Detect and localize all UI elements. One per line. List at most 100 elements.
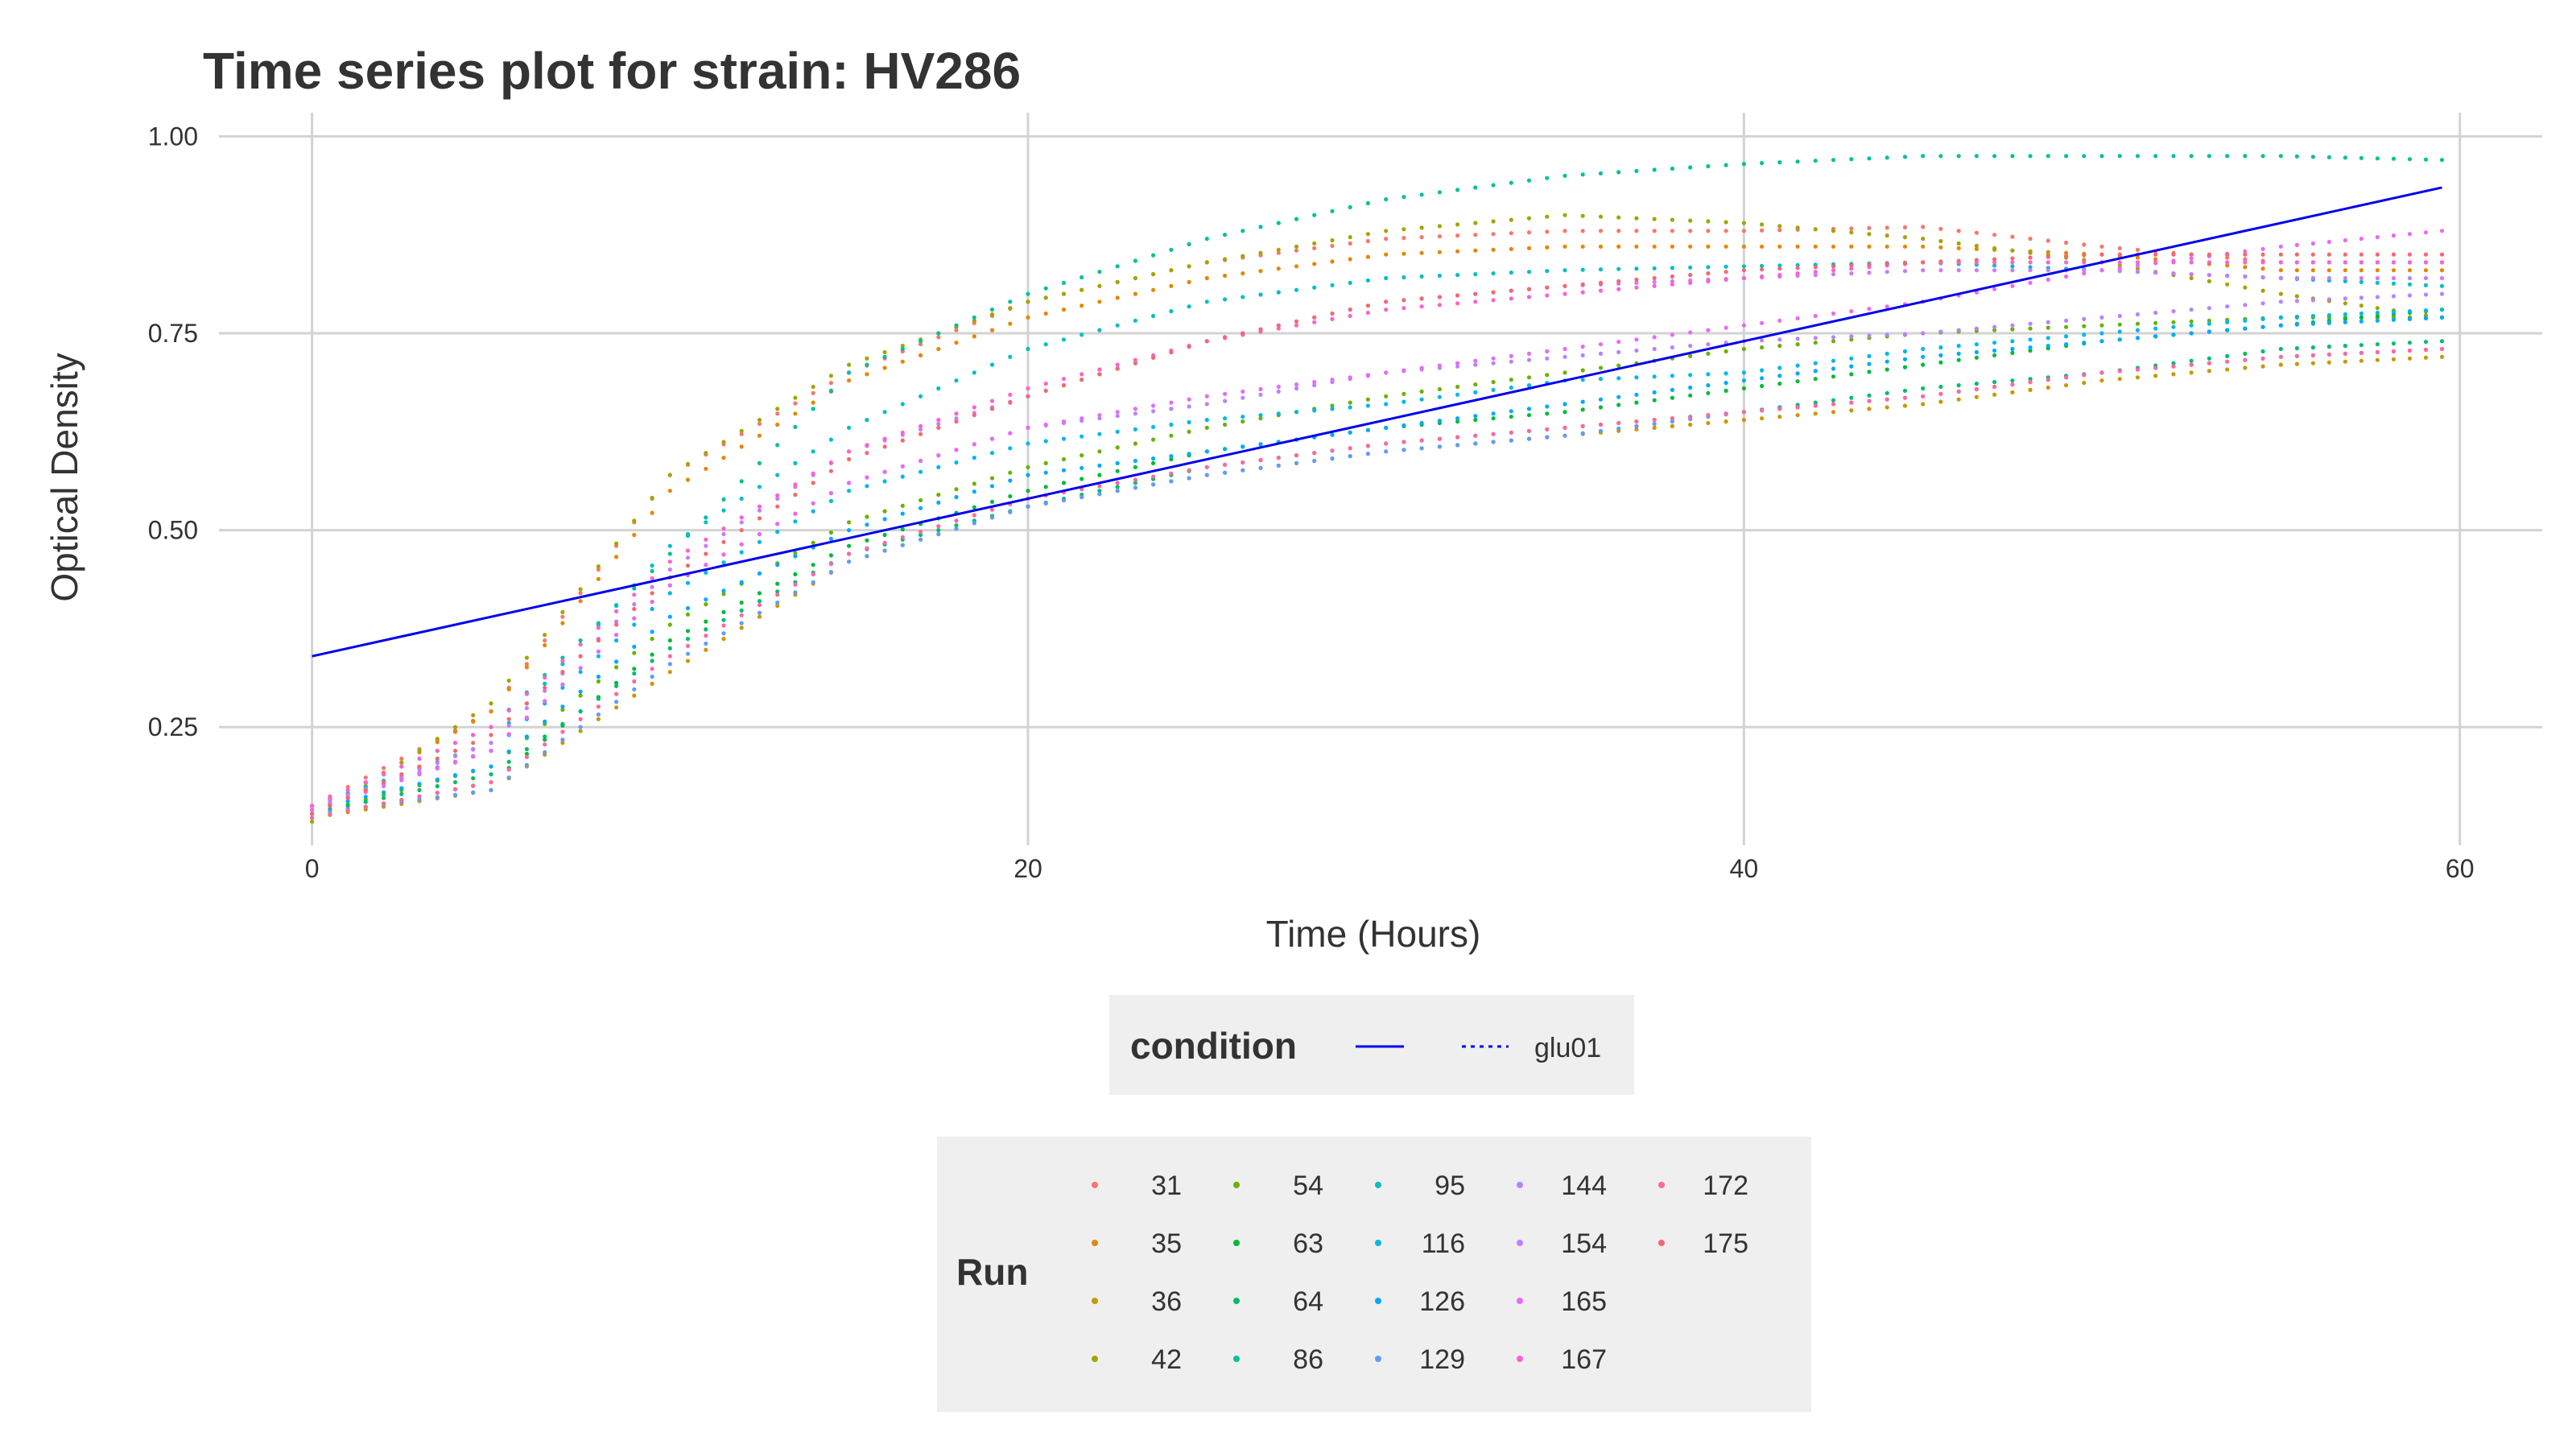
point-42	[1241, 254, 1245, 258]
point-36	[2207, 369, 2211, 374]
point-165	[2278, 244, 2283, 249]
point-64	[2260, 349, 2265, 354]
point-54	[1760, 345, 1765, 350]
point-167	[328, 795, 332, 800]
point-129	[506, 775, 511, 780]
point-35	[936, 346, 941, 352]
point-175	[989, 407, 995, 411]
point-154	[2423, 275, 2429, 281]
point-54	[632, 650, 637, 655]
point-165	[704, 563, 708, 568]
point-86	[1133, 258, 1137, 263]
point-54	[2171, 320, 2176, 324]
point-42	[775, 407, 780, 411]
point-35	[1008, 321, 1013, 326]
point-63	[1777, 382, 1782, 386]
point-126	[2310, 321, 2315, 326]
point-126	[399, 786, 404, 791]
point-144	[2359, 295, 2363, 300]
point-35	[1384, 252, 1389, 257]
point-165	[1043, 422, 1048, 427]
point-129	[704, 641, 708, 646]
point-35	[1151, 287, 1156, 292]
point-172	[399, 798, 404, 803]
point-86	[1312, 213, 1317, 217]
point-63	[543, 737, 547, 742]
point-175	[828, 469, 833, 473]
point-172	[1509, 430, 1513, 435]
point-126	[1097, 463, 1102, 469]
point-35	[1061, 308, 1067, 312]
point-154	[471, 747, 476, 752]
point-126	[2278, 323, 2283, 328]
point-165	[936, 453, 941, 458]
point-175	[2278, 252, 2283, 257]
point-165	[2189, 256, 2194, 261]
point-167	[1634, 285, 1639, 290]
point-167	[1598, 288, 1604, 293]
point-42	[1634, 216, 1639, 221]
run-legend-key-63	[1233, 1240, 1240, 1246]
point-95	[1992, 263, 1997, 268]
point-144	[1616, 349, 1621, 355]
point-63	[685, 629, 691, 634]
point-36	[1688, 422, 1693, 427]
point-63	[1652, 398, 1657, 402]
point-116	[2010, 339, 2015, 344]
point-54	[1795, 342, 1800, 347]
point-54	[1169, 433, 1174, 438]
point-172	[739, 613, 744, 617]
point-126	[452, 773, 458, 778]
point-42	[1151, 272, 1156, 277]
point-64	[1902, 388, 1908, 393]
point-175	[1455, 293, 1460, 298]
point-31	[560, 614, 565, 619]
point-36	[2326, 360, 2331, 365]
point-54	[685, 612, 691, 617]
point-175	[2375, 252, 2380, 257]
point-86	[1724, 163, 1728, 167]
point-144	[2326, 297, 2331, 302]
point-167	[1777, 273, 1782, 278]
point-95	[1043, 342, 1048, 347]
point-154	[1956, 268, 1961, 273]
point-165	[2439, 229, 2445, 233]
point-35	[1491, 247, 1496, 252]
point-36	[1760, 416, 1765, 421]
point-165	[1258, 386, 1263, 392]
point-86	[1902, 155, 1908, 159]
point-165	[506, 732, 511, 737]
point-129	[1652, 421, 1657, 427]
point-144	[1956, 328, 1961, 332]
point-167	[1760, 274, 1765, 279]
point-95	[811, 449, 815, 454]
point-116	[1437, 394, 1442, 399]
point-35	[1043, 311, 1048, 316]
point-167	[989, 398, 995, 403]
point-54	[954, 487, 959, 492]
point-144	[1455, 364, 1460, 369]
point-35	[2326, 268, 2331, 273]
point-35	[2423, 268, 2429, 273]
point-63	[1097, 473, 1102, 477]
point-35	[1580, 244, 1585, 249]
point-172	[1133, 477, 1137, 482]
point-175	[1616, 279, 1621, 283]
point-95	[2010, 264, 2015, 269]
point-126	[1688, 385, 1693, 390]
point-35	[1670, 244, 1674, 249]
point-116	[1151, 424, 1156, 430]
point-42	[704, 451, 708, 456]
point-126	[2439, 315, 2445, 320]
point-35	[1402, 251, 1406, 256]
point-95	[2439, 283, 2445, 288]
point-116	[1974, 342, 1979, 347]
point-54	[1151, 437, 1156, 442]
point-167	[435, 749, 440, 753]
point-172	[900, 535, 905, 540]
point-63	[1598, 405, 1604, 410]
point-116	[1526, 383, 1532, 388]
point-167	[1080, 372, 1084, 377]
point-144	[2010, 323, 2015, 328]
